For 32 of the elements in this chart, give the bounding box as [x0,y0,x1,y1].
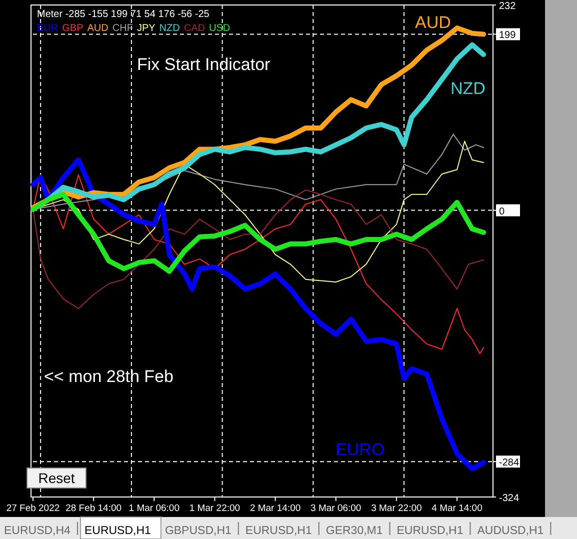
annotation: Fix Start Indicator [137,55,271,74]
x-tick-label: 3 Mar 06:00 [310,503,362,514]
x-tick-label: 28 Feb 14:00 [66,503,122,514]
y-tick-label: 0 [499,206,505,218]
text: CAD [184,23,205,34]
annotation: AUD [415,13,451,32]
text: AUD [87,23,108,34]
x-tick-label: 1 Mar 06:00 [128,503,180,514]
tab-bar: EURUSD,H4 EURUSD,H1 GBPUSD,H1 EURUSD,H1 GER30,M1 EURUSD,H1 AUDUSD,H1 [0,516,577,539]
text: JPY [136,23,156,34]
line-series [32,174,484,354]
y-tick-label: 232 [499,1,516,12]
reset-button: Reset [26,468,86,488]
x-tick-label: 1 Mar 22:00 [189,503,240,514]
annotation: NZD [450,79,486,98]
annotation: Meter -285 -155 199 71 54 176 -56 -25 [37,9,210,20]
annotation: EURO [335,440,385,459]
text: USD [208,23,230,34]
text: EUR [37,23,58,34]
x-tick-label: 27 Feb 2022 [6,503,60,514]
y-tick-label: -324 [499,493,520,504]
y-tick-label: -284 [499,458,520,469]
text: CHF [112,23,133,34]
x-tick-label: 4 Mar 14:00 [432,503,482,514]
x-tick-label: 2 Mar 14:00 [250,503,301,514]
y-tick-label: 199 [499,30,516,42]
annotation: Reset [38,470,75,486]
x-tick-label: 3 Mar 22:00 [371,503,422,514]
text: GBP [62,23,84,34]
annotation: << mon 28th Feb [44,367,174,386]
line-series [32,189,484,310]
text: NZD [159,23,180,34]
